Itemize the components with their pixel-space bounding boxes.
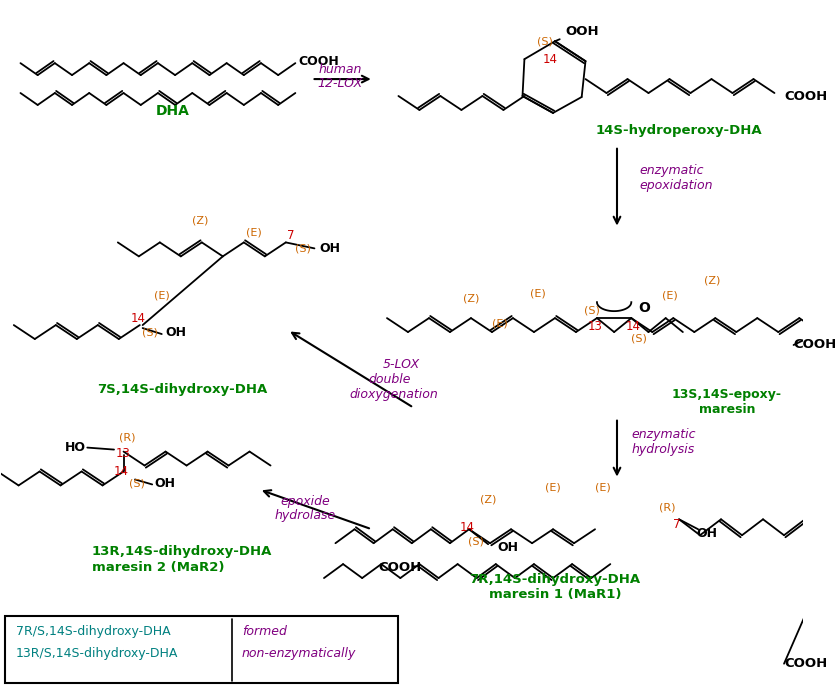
Text: (S): (S) [538, 37, 554, 46]
Text: formed: formed [242, 626, 286, 638]
Text: OH: OH [154, 477, 175, 490]
Text: OH: OH [319, 242, 340, 255]
Text: (E): (E) [530, 288, 546, 298]
Text: (Z): (Z) [463, 294, 479, 303]
Text: 13R/S,14S-dihydroxy-DHA: 13R/S,14S-dihydroxy-DHA [16, 647, 178, 660]
Text: OH: OH [696, 526, 717, 539]
Text: maresin: maresin [699, 403, 755, 416]
Text: COOH: COOH [794, 338, 837, 351]
Text: (E): (E) [662, 290, 677, 300]
Text: COOH: COOH [298, 54, 339, 68]
Text: DHA: DHA [156, 104, 190, 118]
Text: 13: 13 [116, 447, 131, 460]
FancyBboxPatch shape [5, 616, 398, 683]
Text: COOH: COOH [784, 90, 827, 103]
Text: 13S,14S-epoxy-: 13S,14S-epoxy- [672, 389, 782, 401]
Text: 14: 14 [626, 320, 641, 333]
Text: 7: 7 [286, 229, 294, 242]
Text: dioxygenation: dioxygenation [349, 389, 438, 401]
Text: maresin 2 (MaR2): maresin 2 (MaR2) [92, 561, 224, 574]
Text: enzymatic: enzymatic [632, 428, 696, 441]
Text: 7R,14S-dihydroxy-DHA: 7R,14S-dihydroxy-DHA [470, 573, 641, 586]
Text: maresin 1 (MaR1): maresin 1 (MaR1) [489, 588, 622, 601]
Text: (Z): (Z) [704, 276, 721, 285]
Text: (Z): (Z) [480, 495, 496, 504]
Text: (S): (S) [585, 305, 600, 315]
Text: 13R,14S-dihydroxy-DHA: 13R,14S-dihydroxy-DHA [92, 545, 272, 557]
Text: (R): (R) [659, 502, 676, 513]
Text: 13: 13 [588, 320, 602, 333]
Text: 7R/S,14S-dihydroxy-DHA: 7R/S,14S-dihydroxy-DHA [16, 626, 171, 638]
Text: epoxide: epoxide [280, 495, 330, 508]
Text: (E): (E) [154, 290, 170, 300]
Text: non-enzymatically: non-enzymatically [242, 647, 356, 660]
Text: (S): (S) [129, 478, 144, 489]
Text: hydrolase: hydrolase [275, 508, 335, 522]
Text: 7: 7 [674, 517, 681, 531]
Text: (Z): (Z) [192, 216, 208, 225]
Text: COOH: COOH [378, 561, 422, 574]
Text: 14: 14 [459, 521, 475, 534]
Text: (E): (E) [246, 227, 262, 238]
Text: (S): (S) [631, 333, 647, 343]
Text: 14: 14 [543, 52, 558, 65]
Text: (E): (E) [491, 318, 507, 328]
Text: (E): (E) [595, 482, 611, 493]
Text: 5-LOX: 5-LOX [383, 358, 420, 371]
Text: human: human [318, 63, 362, 76]
Text: OH: OH [497, 541, 518, 554]
Text: O: O [638, 301, 651, 315]
Text: epoxidation: epoxidation [639, 179, 712, 192]
Text: hydrolysis: hydrolysis [632, 443, 695, 456]
Text: (S): (S) [295, 243, 311, 254]
Text: double: double [369, 373, 412, 387]
Text: (E): (E) [545, 482, 561, 493]
Text: 14S-hydroperoxy-DHA: 14S-hydroperoxy-DHA [596, 125, 763, 137]
Text: (S): (S) [142, 327, 158, 337]
Text: (S): (S) [468, 536, 484, 546]
Text: 12-LOX: 12-LOX [318, 76, 363, 90]
Text: enzymatic: enzymatic [639, 164, 703, 177]
Text: 7S,14S-dihydroxy-DHA: 7S,14S-dihydroxy-DHA [97, 383, 267, 396]
Text: COOH: COOH [784, 657, 827, 670]
Text: OOH: OOH [565, 25, 599, 38]
Text: OH: OH [165, 325, 186, 338]
Text: (R): (R) [119, 433, 135, 442]
Text: 14: 14 [130, 311, 145, 325]
Text: HO: HO [65, 441, 86, 454]
Text: 14: 14 [114, 465, 129, 478]
